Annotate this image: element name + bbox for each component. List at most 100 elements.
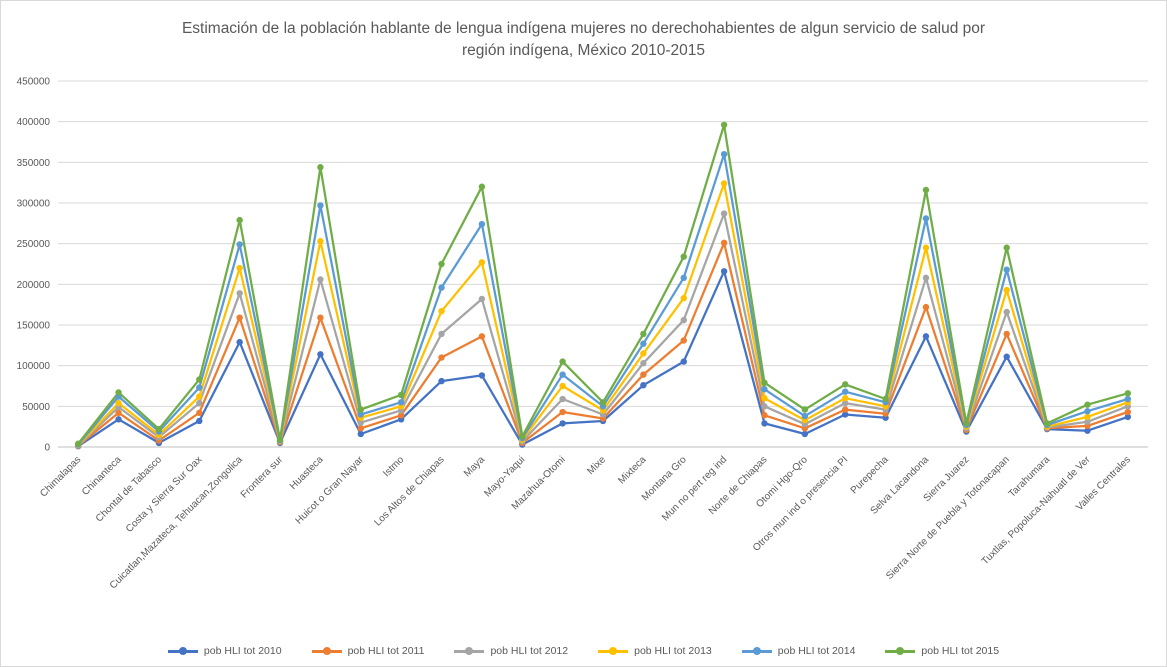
data-point [559,408,566,416]
data-point [236,216,243,224]
data-point [842,411,849,418]
data-point [1124,408,1132,416]
data-point [196,409,203,417]
data-point [559,395,566,403]
data-point [438,260,445,268]
legend-marker [454,646,485,656]
legend-item: pob HLI tot 2010 [167,645,282,657]
data-point [1003,330,1010,338]
data-point [842,381,849,388]
data-point [1003,308,1010,316]
data-point [801,406,809,413]
data-point [357,419,364,426]
data-point [357,406,364,413]
data-point [1003,286,1010,294]
data-point [317,202,324,209]
data-point [478,220,486,228]
data-point [1003,266,1010,273]
data-point [640,360,647,367]
data-point [115,399,122,407]
data-point [236,290,243,297]
data-point [922,215,930,222]
data-point [438,330,445,338]
data-point [1084,408,1091,415]
data-point [761,420,768,427]
data-point [882,395,889,403]
data-point [115,389,122,396]
data-point [438,307,445,315]
data-point [1084,427,1091,434]
data-point [196,384,203,391]
data-point [922,244,930,251]
data-point [196,393,203,400]
legend-marker [311,646,342,656]
legend-label: pob HLI tot 2014 [777,645,856,657]
data-point [1003,353,1010,360]
data-point [519,433,526,440]
data-point [115,416,122,423]
series-points [74,121,1132,450]
x-tick-label: Chinanteca [80,454,124,498]
data-point [680,294,687,302]
data-point [842,399,849,407]
data-point [640,350,647,357]
data-point [1003,244,1010,251]
legend-item: pob HLI tot 2014 [741,645,856,657]
data-point [1124,390,1132,397]
data-point [761,395,768,402]
legend-item: pob HLI tot 2011 [311,645,425,657]
legend-label: pob HLI tot 2012 [490,645,569,657]
data-point [357,411,364,418]
data-point [640,330,647,338]
y-tick-label: 300000 [17,199,51,210]
x-tick-label: Mixteca [616,454,648,486]
data-point [74,440,82,447]
data-point [801,430,809,438]
data-point [397,412,405,419]
data-point [720,121,728,129]
data-point [963,420,970,427]
x-tick-label: Purepecha [849,454,891,496]
y-tick-label: 150000 [17,321,51,332]
data-point [680,274,687,282]
data-point [397,391,405,399]
data-point [317,314,324,321]
data-point [842,395,849,402]
data-point [236,314,243,321]
data-point [236,264,243,272]
data-point [1124,395,1132,403]
data-point [357,425,364,432]
data-point [761,386,768,393]
data-point [559,382,566,390]
y-tick-label: 450000 [17,77,51,88]
data-point [640,340,647,347]
data-point [842,406,849,413]
data-point [761,412,768,419]
y-tick-label: 250000 [17,239,51,250]
data-point [478,295,486,303]
data-point [640,381,647,389]
data-point [236,338,243,346]
data-point [236,241,243,248]
legend-label: pob HLI tot 2011 [347,645,425,657]
data-point [438,377,445,385]
data-point [155,425,163,433]
data-point [680,253,687,260]
data-point [922,186,930,194]
series-lines [77,123,1129,448]
legend-item: pob HLI tot 2013 [598,645,712,657]
data-point [761,379,768,386]
x-tick-label: Istmo [381,454,406,479]
gridlines [58,80,1148,448]
data-point [922,303,930,311]
data-point [196,399,203,407]
data-point [680,358,687,365]
data-point [438,284,445,291]
data-point [438,354,445,361]
data-point [276,436,284,443]
data-point [1043,420,1051,427]
legend-item: pob HLI tot 2015 [885,645,999,657]
data-point [720,239,728,247]
data-point [1084,418,1091,425]
